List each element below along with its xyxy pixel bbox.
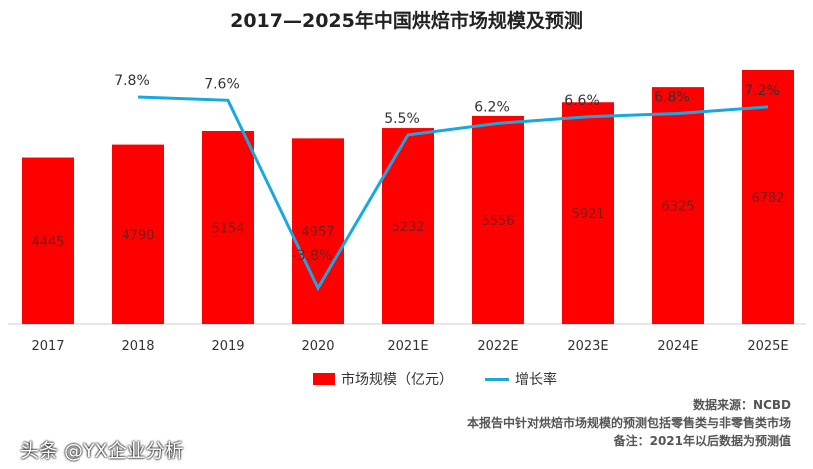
bar-value-label: 5154 [211,221,244,236]
growth-label: -3.8% [292,248,333,264]
bar [652,87,704,324]
growth-line [137,95,769,292]
bar-value-label: 5921 [571,207,604,222]
legend-bar: 市场规模（亿元） [313,369,453,389]
watermark: 头条 @YX企业分析 [20,440,184,462]
x-tick-label: 2022E [477,339,518,354]
x-tick-label: 2020 [301,339,334,354]
growth-label: 7.2% [744,83,780,99]
remark-note: 备注：2021年以后数据为预测值 [613,434,791,448]
bar-value-label: 6325 [661,200,694,215]
legend-line: 增长率 [485,369,557,389]
x-tick-label: 2025E [747,339,788,354]
bar-value-label: 4790 [121,228,154,243]
x-tick-label: 2018 [121,339,154,354]
x-tick-label: 2019 [211,339,244,354]
bar [562,102,614,324]
growth-label: 7.6% [204,76,240,92]
growth-label: 6.2% [474,99,510,115]
x-tick-label: 2017 [31,339,64,354]
legend-line-label: 增长率 [515,372,557,388]
bar [472,115,524,324]
legend-line-swatch [485,377,509,381]
bar [202,130,254,324]
legend-bar-label: 市场规模（亿元） [341,372,453,388]
bar-value-label: 5232 [391,220,424,235]
legend-bar-swatch [313,373,335,385]
growth-label: 7.8% [114,73,150,89]
bar [292,138,344,324]
growth-label: 5.5% [384,111,420,127]
x-tick-label: 2023E [567,339,608,354]
growth-label: 6.8% [654,89,690,105]
bar [22,157,74,324]
growth-label: 6.6% [564,93,600,109]
bar-value-label: 5556 [481,214,514,229]
x-tick-label: 2024E [657,339,698,354]
desc-note: 本报告中针对烘焙市场规模的预测包括零售类与非零售类市场 [466,416,791,430]
bar-value-label: 4445 [31,235,64,250]
x-tick-label: 2021E [387,339,428,354]
source-note: 数据来源：NCBD [693,398,791,412]
bar [112,144,164,324]
bar [382,128,434,324]
notes: 数据来源：NCBD 本报告中针对烘焙市场规模的预测包括零售类与非零售类市场 备注… [467,396,791,450]
bar-value-label: 6782 [751,191,784,206]
chart-title: 2017—2025年中国烘焙市场规模及预测 [230,10,583,32]
bar-value-label: 4957 [301,225,334,240]
bar [742,70,794,324]
